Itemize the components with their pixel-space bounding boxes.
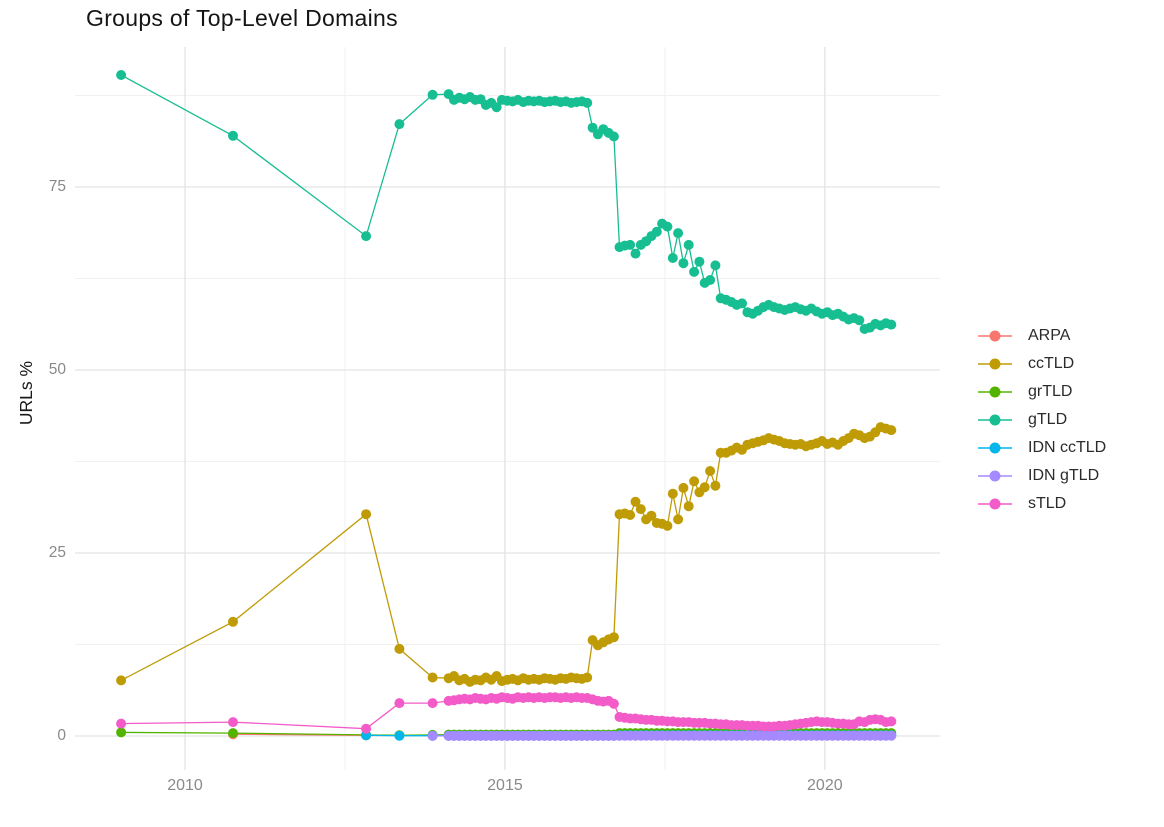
legend-item-label: IDN gTLD xyxy=(1028,467,1100,484)
legend-item-arpa: ARPA xyxy=(978,322,1106,350)
y-tick-label: 75 xyxy=(48,178,66,196)
x-tick-label: 2015 xyxy=(487,777,523,794)
legend-item-idn-cctld: IDN ccTLD xyxy=(978,434,1106,462)
legend-item-label: gTLD xyxy=(1028,411,1068,428)
legend-key-dot xyxy=(989,470,1001,482)
legend-key xyxy=(978,441,1012,455)
legend-key xyxy=(978,329,1012,343)
legend-item-label: ARPA xyxy=(1028,327,1071,344)
chart-title: Groups of Top-Level Domains xyxy=(86,5,398,31)
x-tick-label: 2020 xyxy=(807,777,843,794)
legend-key-dot xyxy=(989,442,1001,454)
legend-key xyxy=(978,497,1012,511)
legend-key xyxy=(978,357,1012,371)
legend-item-label: IDN ccTLD xyxy=(1028,439,1107,456)
legend-item-gtld: gTLD xyxy=(978,406,1106,434)
y-tick-label: 50 xyxy=(48,361,66,379)
legend: ARPA ccTLD grTLD gTLD IDN ccTLD IDN gTLD… xyxy=(978,322,1106,518)
legend-key-dot xyxy=(989,330,1001,342)
legend-key xyxy=(978,469,1012,483)
legend-item-label: sTLD xyxy=(1028,495,1067,512)
legend-item-cctld: ccTLD xyxy=(978,350,1106,378)
legend-key-dot xyxy=(989,386,1001,398)
legend-key xyxy=(978,385,1012,399)
legend-item-label: grTLD xyxy=(1028,383,1073,400)
legend-item-label: ccTLD xyxy=(1028,355,1075,372)
legend-item-grtld: grTLD xyxy=(978,378,1106,406)
legend-key-dot xyxy=(989,358,1001,370)
legend-key-dot xyxy=(989,414,1001,426)
y-tick-label: 25 xyxy=(48,544,66,562)
legend-item-stld: sTLD xyxy=(978,490,1106,518)
legend-key-dot xyxy=(989,498,1001,510)
x-tick-label: 2010 xyxy=(167,777,203,794)
legend-key xyxy=(978,413,1012,427)
y-tick-label: 0 xyxy=(57,727,66,745)
series-line-cctld xyxy=(120,426,892,683)
series-line-gtld xyxy=(120,74,892,330)
legend-item-idn-gtld: IDN gTLD xyxy=(978,462,1106,490)
